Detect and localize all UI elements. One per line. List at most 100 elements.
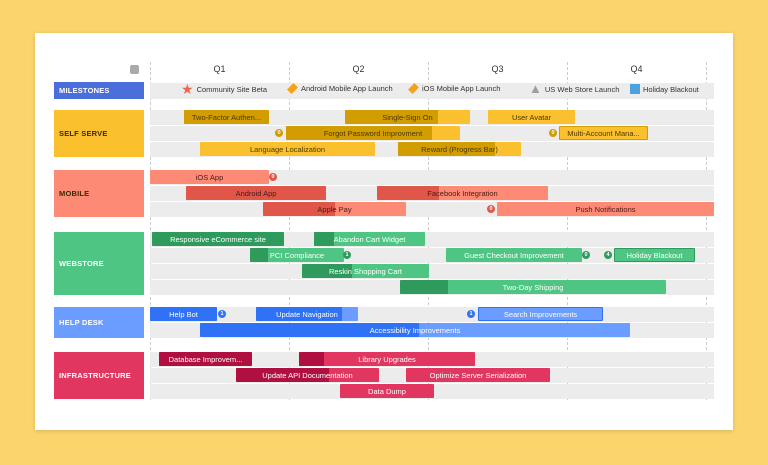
quarter-divider (567, 62, 568, 400)
task-bar[interactable]: Responsive eCommerce site (152, 232, 284, 246)
task-bar[interactable]: Android App (186, 186, 326, 200)
task-bar[interactable]: Apple Pay (263, 202, 406, 216)
task-label: Help Bot (169, 309, 198, 319)
quarter-divider (706, 62, 707, 400)
task-bar[interactable]: Abandon Cart Widget (314, 232, 425, 246)
dependency-badge[interactable]: 4 (604, 251, 612, 259)
square-icon (630, 84, 640, 94)
task-bar[interactable]: Language Localization (200, 142, 375, 156)
quarter-label: Q4 (630, 64, 643, 74)
task-bar[interactable]: Multi-Account Mana... (559, 126, 648, 140)
group-label-infrastructure: INFRASTRUCTURE (54, 352, 144, 399)
progress-fill (398, 142, 496, 156)
milestone[interactable]: iOS Mobile App Launch (408, 83, 501, 94)
star-icon: ★ (181, 81, 194, 97)
task-label: Reward (Progress Bar) (421, 144, 498, 154)
dependency-badge[interactable]: 1 (218, 310, 226, 318)
task-bar[interactable]: Database Improvem... (159, 352, 252, 366)
task-label: Single-Sign On (382, 112, 433, 122)
progress-fill (263, 202, 335, 216)
quarter-label: Q1 (213, 64, 226, 74)
task-label: Forgot Password Improvment (323, 128, 423, 138)
progress-fill (250, 248, 268, 262)
dependency-badge[interactable]: 0 (582, 251, 590, 259)
calendar-gear-icon[interactable] (130, 65, 139, 74)
progress-fill (302, 264, 352, 278)
task-label: Language Localization (249, 144, 326, 154)
task-label: Database Improvem... (168, 354, 243, 364)
lane-track (150, 170, 714, 185)
task-bar[interactable]: iOS App (150, 170, 269, 184)
task-label: Push Notifications (575, 204, 636, 214)
dependency-badge[interactable]: 0 (487, 205, 495, 213)
progress-fill (152, 232, 284, 246)
diamond-icon (287, 83, 298, 94)
progress-fill (236, 368, 329, 382)
diamond-icon (408, 83, 419, 94)
task-label: User Avatar (511, 112, 552, 122)
milestone-label: Android Mobile App Launch (301, 84, 393, 93)
task-label: Search Improvements (503, 309, 578, 319)
task-bar[interactable]: Forgot Password Improvment (286, 126, 460, 140)
progress-fill (377, 186, 439, 200)
milestone[interactable]: Android Mobile App Launch (287, 83, 393, 94)
dependency-badge[interactable]: 0 (549, 129, 557, 137)
progress-fill (286, 126, 433, 140)
group-label-help-desk: HELP DESK (54, 307, 144, 338)
task-label: Library Upgrades (358, 354, 416, 364)
group-label-webstore: WEBSTORE (54, 232, 144, 295)
task-bar[interactable]: Update Navigation (256, 307, 358, 321)
task-label: Accessibility Improvements (369, 325, 461, 335)
progress-fill (159, 352, 252, 366)
progress-fill (400, 280, 448, 294)
task-label: Abandon Cart Widget (333, 234, 406, 244)
dependency-badge[interactable]: 0 (269, 173, 277, 181)
milestone[interactable]: ★ Community Site Beta (181, 81, 268, 97)
task-label: Facebook Integration (427, 188, 498, 198)
group-label-self-serve: SELF SERVE (54, 110, 144, 157)
milestones-label: MILESTONES (54, 82, 144, 99)
task-bar[interactable]: Reskin Shopping Cart (302, 264, 429, 278)
task-label: Reskin Shopping Cart (329, 266, 402, 276)
task-label: Guest Checkout Improvement (464, 250, 564, 260)
task-bar[interactable]: Single-Sign On (345, 110, 470, 124)
task-bar[interactable]: Push Notifications (497, 202, 714, 216)
task-label: Two-Day Shipping (502, 282, 564, 292)
task-label: PCI Compliance (269, 250, 325, 260)
dependency-badge[interactable]: 0 (275, 129, 283, 137)
task-bar[interactable]: Two-Day Shipping (400, 280, 666, 294)
task-label: Two-Factor Authen... (191, 112, 262, 122)
progress-fill (345, 110, 438, 124)
task-bar[interactable]: User Avatar (488, 110, 575, 124)
task-bar[interactable]: Search Improvements (478, 307, 603, 321)
progress-fill (184, 110, 269, 124)
dependency-badge[interactable]: 1 (343, 251, 351, 259)
task-bar[interactable]: Help Bot (150, 307, 217, 321)
task-bar[interactable]: Reward (Progress Bar) (398, 142, 521, 156)
task-bar[interactable]: Holiday Blackout (614, 248, 695, 262)
task-label: Update Navigation (276, 309, 338, 319)
task-bar[interactable]: Facebook Integration (377, 186, 548, 200)
group-label-mobile: MOBILE (54, 170, 144, 217)
milestone-label: iOS Mobile App Launch (422, 84, 501, 93)
dependency-badge[interactable]: 1 (467, 310, 475, 318)
progress-fill (256, 307, 342, 321)
task-bar[interactable]: Two-Factor Authen... (184, 110, 269, 124)
task-bar[interactable]: Guest Checkout Improvement (446, 248, 582, 262)
milestone-label: Community Site Beta (196, 84, 268, 94)
task-bar[interactable]: Update API Documentation (236, 368, 379, 382)
lane-track (150, 264, 714, 279)
lane-track (150, 307, 714, 322)
milestone[interactable]: Holiday Blackout (630, 84, 699, 94)
task-bar[interactable]: Data Dump (340, 384, 434, 398)
task-label: Data Dump (368, 386, 406, 396)
quarter-divider (428, 62, 429, 400)
task-label: Optimize Server Serialization (429, 370, 527, 380)
task-bar[interactable]: Library Upgrades (299, 352, 475, 366)
task-label: Responsive eCommerce site (170, 234, 266, 244)
milestone[interactable]: ▲ US Web Store Launch (529, 82, 619, 95)
task-bar[interactable]: Optimize Server Serialization (406, 368, 550, 382)
task-bar[interactable]: Accessibility Improvements (200, 323, 630, 337)
quarter-label: Q2 (352, 64, 365, 74)
task-bar[interactable]: PCI Compliance (250, 248, 344, 262)
